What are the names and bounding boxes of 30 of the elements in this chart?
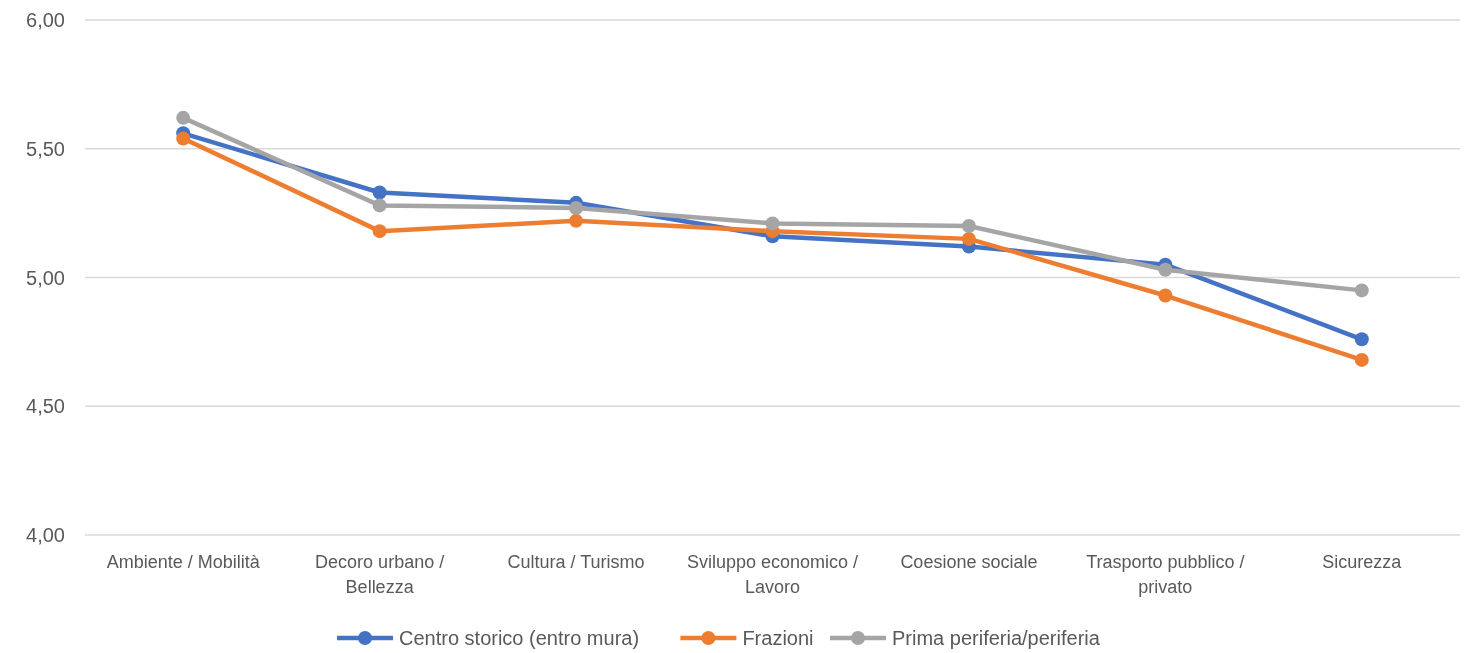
point	[961, 219, 976, 233]
x-tick-label: Sicurezza	[1322, 552, 1403, 572]
point	[176, 110, 191, 125]
x-tick-label: Trasporto pubblico / privato	[1086, 552, 1245, 597]
point	[1354, 352, 1369, 367]
point	[1158, 262, 1173, 277]
point	[961, 231, 976, 246]
x-tick-label: Coesione sociale	[900, 552, 1038, 572]
x-tick-label: Sviluppo economico / Lavoro	[686, 552, 859, 597]
point	[1354, 283, 1369, 298]
point	[372, 198, 387, 213]
legend-label: Frazioni	[742, 627, 814, 649]
point	[1158, 288, 1173, 303]
y-tick-label: 6,00	[26, 9, 65, 31]
point	[569, 200, 584, 215]
y-tick-label: 5,50	[26, 137, 65, 160]
point	[176, 131, 191, 146]
point	[372, 224, 387, 239]
y-tick-label: 5,00	[26, 266, 65, 289]
legend-label: Prima periferia/periferia	[892, 627, 1101, 649]
point	[765, 216, 780, 231]
x-tick-label: Ambiente / Mobilità	[106, 552, 261, 572]
x-tick-label: Cultura / Turismo	[507, 552, 645, 572]
y-tick-label: 4,50	[26, 395, 65, 418]
x-tick-label: Decoro urbano / Bellezza	[315, 552, 445, 597]
y-tick-label: 4,00	[26, 524, 65, 546]
point	[1354, 332, 1369, 347]
point	[372, 185, 387, 200]
point	[569, 213, 584, 228]
legend-label: Centro storico (entro mura)	[399, 627, 640, 649]
